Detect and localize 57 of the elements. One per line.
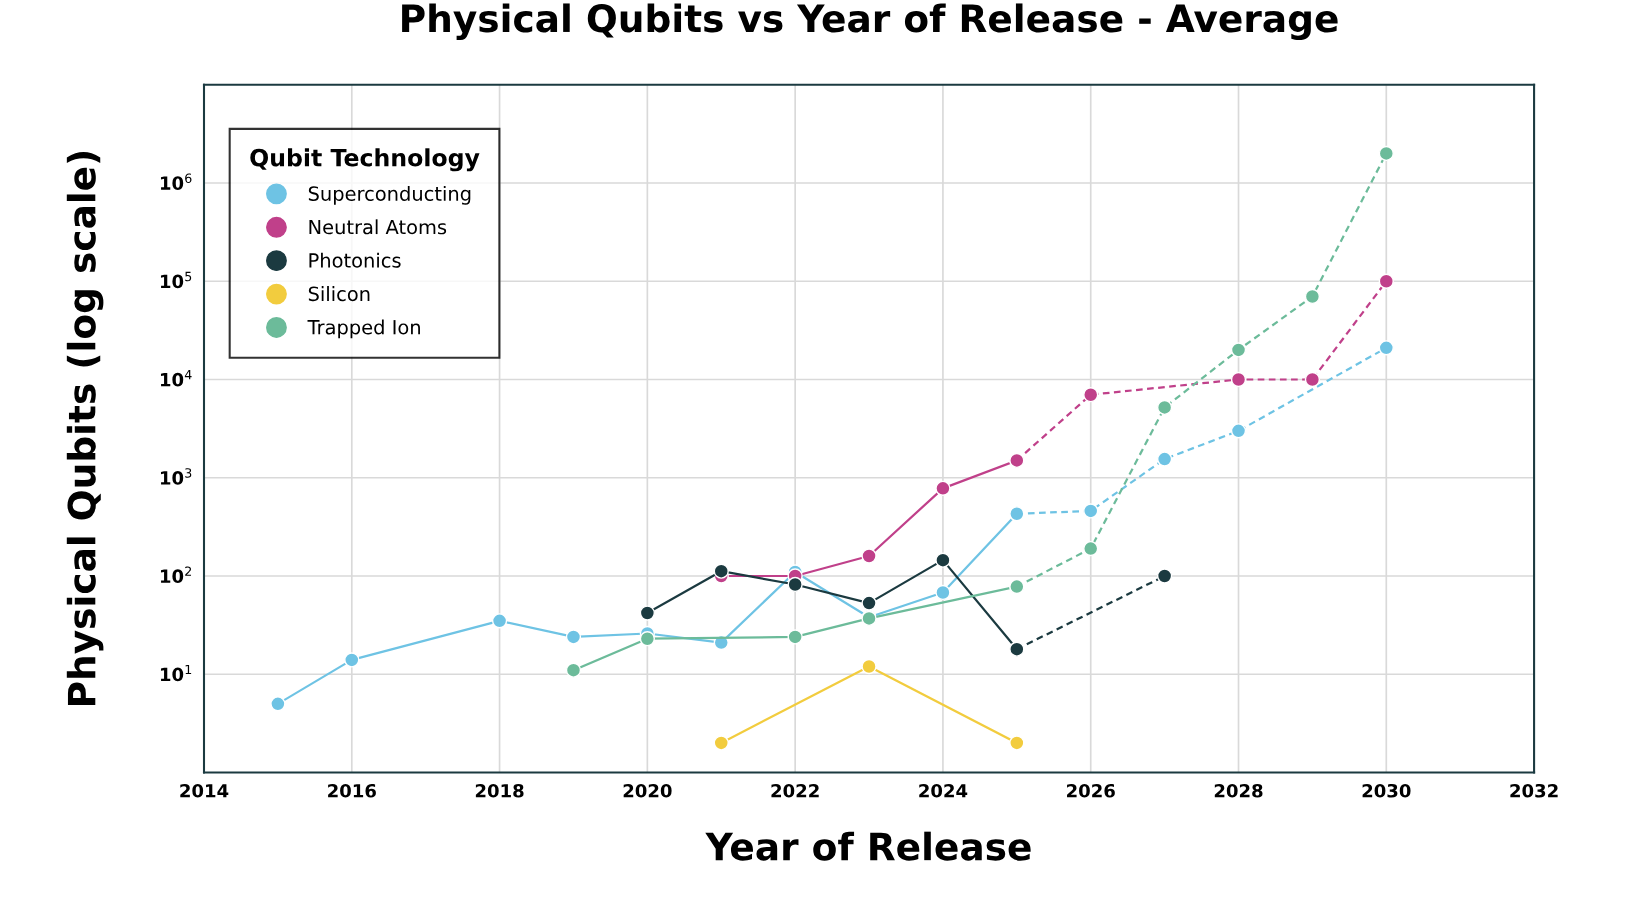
point [861,548,877,564]
x-tick-label: 2022 [771,783,819,798]
point [1304,288,1321,305]
legend-label: Neutral Atoms [309,219,447,235]
legend-label: Trapped Ion [307,319,420,339]
point [861,658,877,675]
y-axis-title: Physical Qubits (log scale) [66,151,104,706]
y-tick-label: 10$^{2}$ [160,566,192,583]
point [787,576,803,593]
legend-label: Photonics [309,252,401,268]
point [565,662,582,678]
point [1156,451,1173,467]
legend-title: Qubit Technology [250,148,480,172]
point [1230,423,1247,439]
x-tick-label: 2018 [475,783,524,798]
x-axis-title: Year of Release [705,831,1031,861]
point [1378,340,1394,356]
y-tick-label: 10$^{6}$ [160,173,192,190]
x-tick-label: 2026 [1067,783,1115,798]
point [861,595,877,611]
x-tick-label: 2014 [180,783,229,798]
point [1378,145,1394,162]
legend-label: Superconducting [308,185,471,205]
x-tick-label: 2032 [1510,783,1558,798]
point [1304,371,1321,388]
chart-title: Physical Qubits vs Year of Release - Average [402,3,1338,41]
point [1083,503,1099,519]
point [935,584,951,601]
y-tick-label: 10$^{1}$ [160,664,192,682]
point [639,631,655,647]
point [1083,540,1099,557]
point [1156,399,1173,416]
point [565,629,582,645]
point [491,613,508,629]
point [713,735,729,751]
point [713,563,729,579]
y-tick-label: 10$^{3}$ [160,468,192,485]
point [639,605,655,621]
legend-label: Silicon [308,286,370,302]
point [270,696,286,712]
x-tick-label: 2016 [328,783,376,798]
x-tick-label: 2030 [1362,783,1411,798]
point [1156,568,1173,584]
x-tick-label: 2020 [623,783,672,798]
point [1378,273,1394,289]
x-tick-label: 2024 [919,783,968,798]
point [1230,342,1247,358]
point [1009,735,1025,751]
point [935,552,951,568]
point [787,629,803,645]
point [1230,371,1247,388]
point [935,480,951,496]
x-tick-label: 2028 [1214,783,1263,798]
y-tick-label: 10$^{4}$ [160,370,192,387]
point [344,652,360,668]
y-tick-label: 10$^{5}$ [160,271,192,289]
point [1083,387,1099,403]
